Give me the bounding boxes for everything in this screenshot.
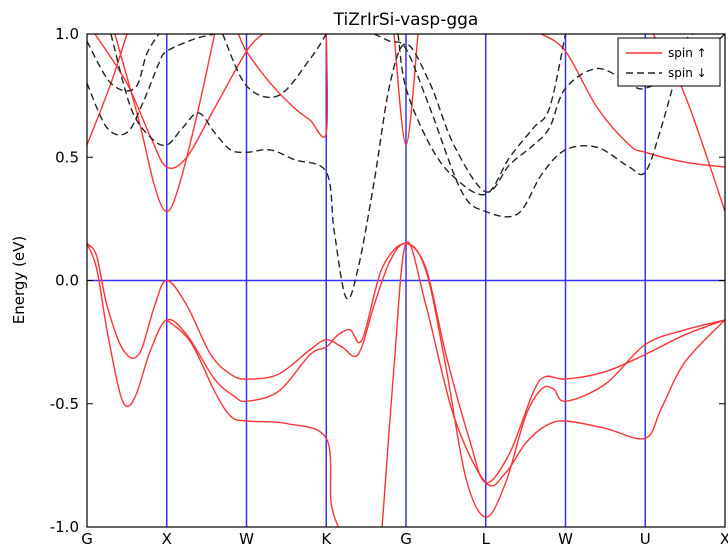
x-tick-label-5: L: [482, 530, 491, 548]
x-tick-label-0: G: [81, 530, 93, 548]
band-spin-up-7: [237, 34, 329, 139]
y-tick-label-4: 1.0: [55, 25, 79, 43]
legend-label-1: spin ↓: [668, 66, 707, 80]
band-spin-up-8: [393, 34, 419, 146]
y-axis-label: Energy (eV): [10, 236, 28, 324]
band-spin-up-1: [87, 242, 725, 518]
band-spin-down-16: [397, 34, 567, 196]
band-spin-down-13: [110, 34, 725, 300]
legend-box: [617, 37, 721, 87]
band-spin-down-11: [87, 34, 160, 92]
y-tick-label-1: -0.5: [50, 395, 79, 413]
band-spin-down-15: [373, 34, 694, 218]
x-tick-label-4: G: [400, 530, 412, 548]
x-tick-label-6: W: [558, 530, 573, 548]
chart-title: TiZrIrSi-vasp-gga: [333, 10, 479, 30]
band-spin-down-12: [87, 34, 215, 136]
y-tick-label-0: -1.0: [50, 518, 79, 536]
plot-frame: [86, 33, 726, 528]
series-layer: [87, 34, 725, 527]
y-tick-label-2: 0.0: [55, 272, 79, 290]
legend: spin ↑ spin ↓: [617, 37, 721, 87]
band-spin-up-0: [87, 242, 725, 484]
x-tick-label-3: K: [321, 530, 332, 548]
legend-label-0: spin ↑: [668, 46, 707, 60]
x-tick-label-7: U: [640, 530, 651, 548]
band-spin-down-14: [221, 34, 327, 99]
x-tick-label-2: W: [239, 530, 254, 548]
x-tick-label-8: X: [720, 530, 728, 548]
band-spin-up-9: [541, 34, 725, 168]
band-spin-up-3: [381, 241, 725, 527]
y-tick-label-3: 0.5: [55, 148, 79, 166]
band-spin-up-6: [114, 34, 216, 213]
x-tick-label-1: X: [162, 530, 172, 548]
band-spin-up-2: [166, 319, 339, 527]
